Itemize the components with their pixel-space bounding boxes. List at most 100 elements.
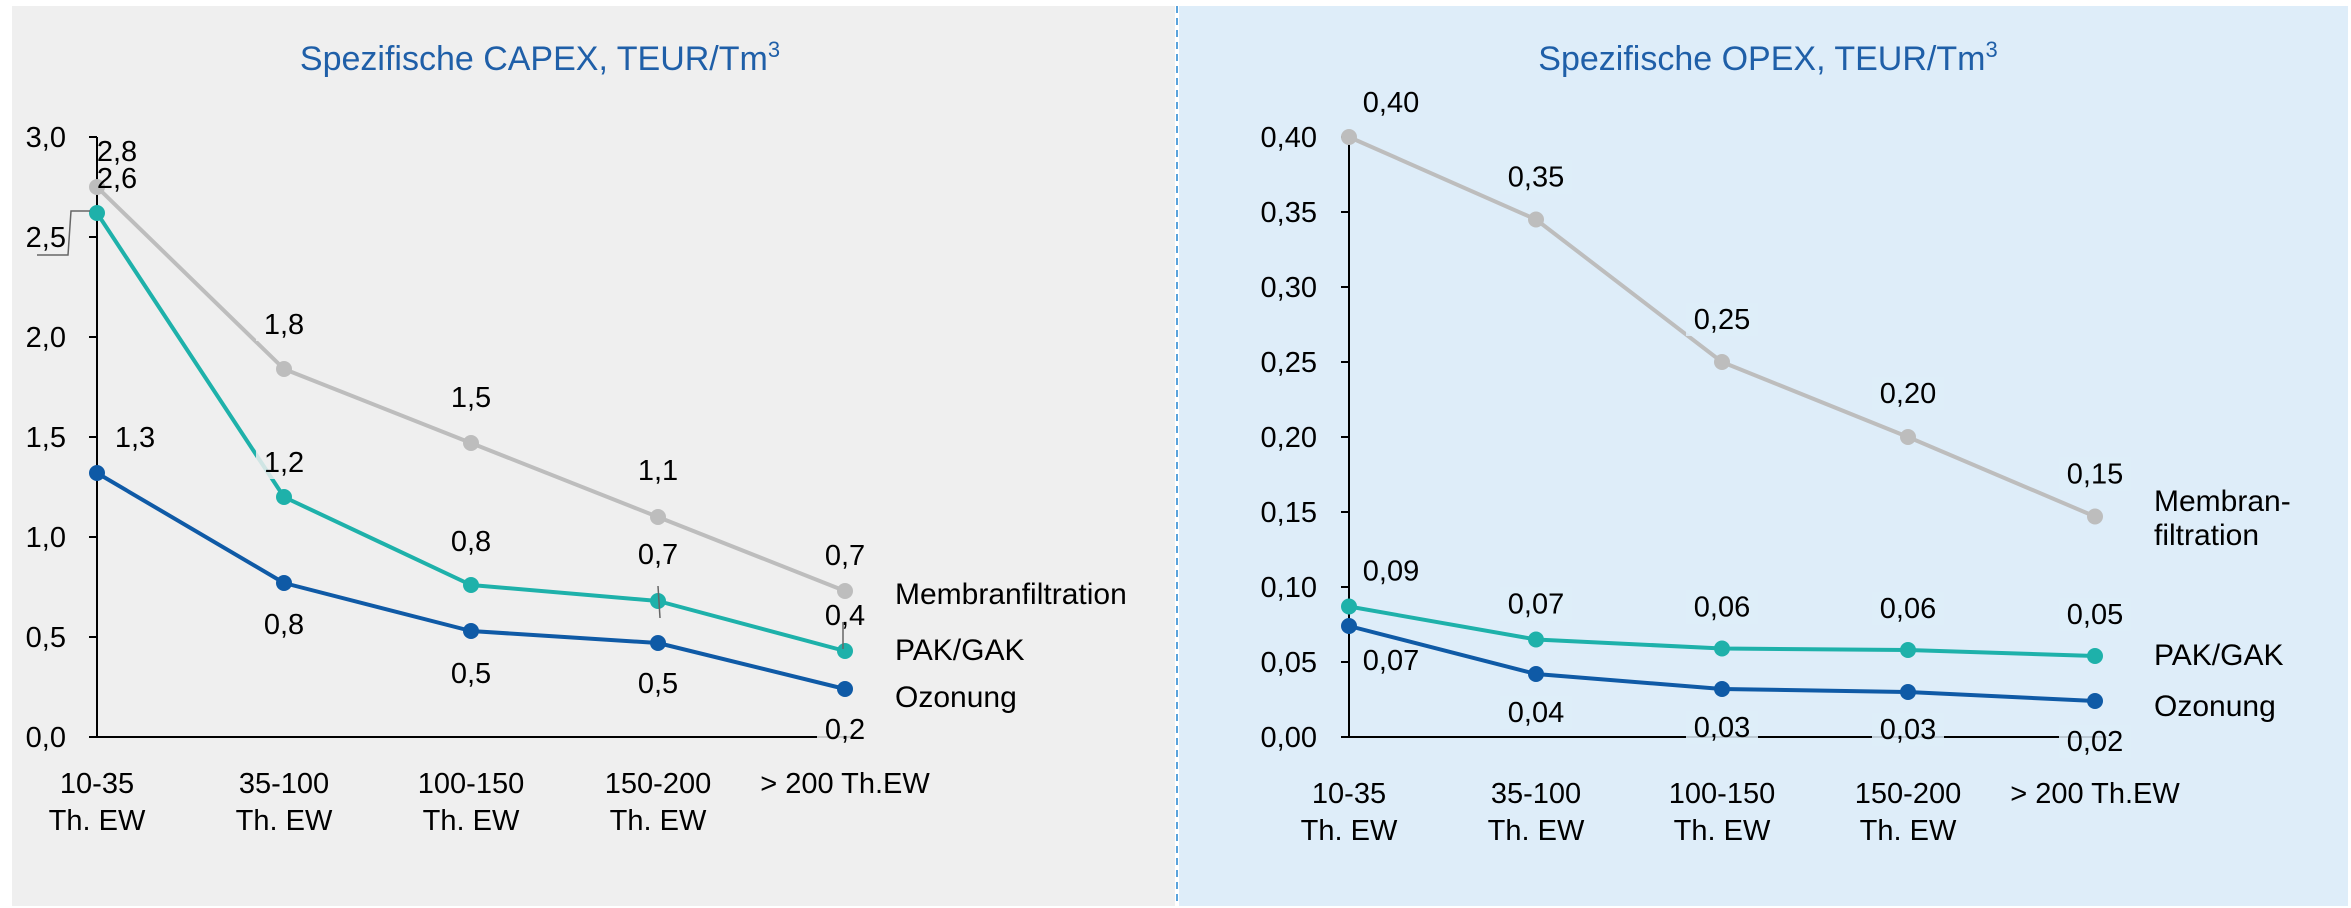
opex-x-tick-label: > 200 Th.EW — [2010, 778, 2180, 810]
capex-series-membranfiltration-point — [650, 509, 666, 525]
opex-x-tick-label-line: Th. EW — [1674, 815, 1771, 847]
capex-x-tick-label-line: Th. EW — [49, 805, 146, 837]
capex-series-ozonung-data-label: 0,8 — [264, 609, 304, 641]
capex-series-membranfiltration: 2,8 1,8 1,5 1,1 0,7 — [89, 136, 873, 599]
opex-y-tick-label: 0,10 — [1261, 572, 1317, 604]
opex-series-ozonung-name-label-line: Ozonung — [2154, 690, 2276, 723]
opex-series-ozonung-name-label: Ozonung — [2154, 690, 2276, 723]
opex-y-tick-label: 0,05 — [1261, 647, 1317, 679]
opex-series-pak-gak-data-label: 0,06 — [1694, 592, 1750, 624]
opex-series-pak-gak-data-label-bg — [1500, 587, 1572, 621]
opex-series-pak-gak-data-label: 0,06 — [1880, 593, 1936, 625]
opex-series-ozonung-data-label: 0,04 — [1508, 697, 1564, 729]
capex-y-tick-label: 0,5 — [26, 622, 66, 654]
opex-y-tick-label: 0,25 — [1261, 347, 1317, 379]
capex-series-membranfiltration-data-label-bg — [630, 454, 686, 487]
capex-series-pak-gak-data-label-bg — [256, 446, 312, 479]
capex-series-pak-gak-data-label-bg — [443, 525, 499, 558]
opex-series-membranfiltration-point — [2087, 508, 2103, 525]
opex-y-tick-label: 0,00 — [1261, 722, 1317, 754]
capex-series-pak-gak-point — [89, 205, 105, 221]
capex-chart-title-superscript: 3 — [768, 37, 780, 62]
capex-y-tick-label: 0,0 — [26, 722, 66, 754]
opex-x-tick-label: 10-35 Th. EW — [1301, 778, 1398, 847]
capex-x-tick-label-line: > 200 Th.EW — [760, 768, 930, 800]
opex-series-membranfiltration-name-label-line: filtration — [2154, 519, 2259, 552]
capex-series-ozonung-data-label: 1,3 — [115, 422, 155, 454]
capex-series-membranfiltration-data-label: 0,7 — [825, 540, 865, 572]
opex-series-ozonung-data-label: 0,07 — [1363, 645, 1419, 677]
opex-panel-background — [1179, 6, 2348, 906]
opex-series-membranfiltration-data-label-bg — [2059, 457, 2131, 491]
opex-x-tick-label-line: 150-200 — [1855, 778, 1961, 810]
capex-series-pak-gak-point — [650, 593, 666, 609]
opex-x-tick-label-line: 10-35 — [1312, 778, 1386, 810]
capex-series-membranfiltration-point — [463, 435, 479, 451]
capex-series-ozonung-data-label-bg — [256, 608, 312, 641]
capex-series-membranfiltration-point — [837, 583, 853, 599]
opex-series-ozonung-data-label-bg — [2059, 725, 2131, 758]
opex-series-membranfiltration-data-label: 0,35 — [1508, 162, 1564, 194]
opex-series-membranfiltration-data-label: 0,15 — [2067, 459, 2123, 491]
capex-series-membranfiltration-data-label: 1,1 — [638, 455, 678, 487]
capex-chart-title: Spezifische CAPEX, TEUR/Tm3 — [300, 37, 780, 78]
opex-x-tick-label-line: > 200 Th.EW — [2010, 778, 2180, 810]
capex-series-membranfiltration-name-label-line: Membranfiltration — [895, 578, 1127, 611]
capex-series-ozonung-point — [650, 635, 666, 651]
capex-x-tick-label-line: Th. EW — [423, 805, 520, 837]
opex-x-tick-label: 35-100 Th. EW — [1488, 778, 1585, 847]
opex-series-ozonung-data-label-bg — [1872, 713, 1944, 746]
capex-series-ozonung-data-label-bg — [817, 713, 873, 746]
opex-series-membranfiltration-data-label-bg — [1500, 160, 1572, 194]
capex-x-tick-label: > 200 Th.EW — [760, 768, 930, 800]
opex-series-membranfiltration-data-label: 0,25 — [1694, 304, 1750, 336]
opex-series-pak-gak-data-label: 0,09 — [1363, 556, 1419, 588]
capex-x-tick-label-line: 10-35 — [60, 768, 134, 800]
opex-series-ozonung-data-label-bg — [1686, 711, 1758, 744]
opex-series-ozonung-data-label: 0,03 — [1880, 714, 1936, 746]
capex-series-pak-gak-data-label: 2,6 — [97, 163, 137, 195]
opex-chart-title-superscript: 3 — [1985, 37, 1997, 62]
opex-series-ozonung-data-label: 0,02 — [2067, 726, 2123, 758]
opex-series-membranfiltration-data-label: 0,40 — [1363, 87, 1419, 119]
opex-series-ozonung-point — [1341, 618, 1357, 634]
opex-series-ozonung-point — [1900, 684, 1916, 700]
opex-series-pak-gak-point — [1900, 642, 1916, 658]
opex-y-tick-label: 0,20 — [1261, 422, 1317, 454]
opex-series-pak-gak-name-label: PAK/GAK — [2154, 639, 2284, 672]
opex-x-tick-label-line: Th. EW — [1301, 815, 1398, 847]
capex-series-membranfiltration-point — [89, 179, 105, 195]
opex-series-pak-gak-point — [1528, 631, 1544, 648]
capex-series-pak-gak-data-label: 1,2 — [264, 447, 304, 479]
capex-y-tick-label: 1,0 — [26, 522, 66, 554]
capex-series-ozonung-name-label-line: Ozonung — [895, 681, 1017, 714]
capex-series-membranfiltration-data-label-bg — [817, 539, 873, 572]
opex-series-ozonung: 0,07 0,04 0,03 0,03 0,02 — [1341, 618, 2131, 758]
capex-series-pak-gak-label-leader — [37, 210, 90, 256]
opex-series-pak-gak-data-label-bg — [2059, 598, 2131, 631]
capex-x-tick-label-line: Th. EW — [610, 805, 707, 837]
capex-series-pak-gak-data-label: 0,8 — [451, 526, 491, 558]
capex-series-ozonung-data-label: 0,5 — [638, 668, 678, 700]
opex-series-pak-gak-point — [1341, 598, 1357, 615]
capex-series-membranfiltration-data-label: 2,8 — [97, 136, 137, 168]
opex-chart: Spezifische OPEX, TEUR/Tm3 0,00 0,05 0,10 0,… — [1261, 37, 2291, 847]
capex-y-tick-label: 1,5 — [26, 422, 66, 454]
capex-series-ozonung-point — [837, 681, 853, 697]
opex-series-ozonung-data-label-bg — [1500, 696, 1572, 729]
opex-series-pak-gak-data-label-bg — [1686, 590, 1758, 624]
opex-series-membranfiltration-name-label: Membran-filtration — [2154, 485, 2291, 552]
capex-chart-title-text: Spezifische CAPEX, TEUR/Tm — [300, 40, 768, 78]
capex-series-ozonung-data-label: 0,2 — [825, 714, 865, 746]
capex-x-tick-label: 150-200 Th. EW — [605, 768, 711, 837]
opex-series-membranfiltration-data-label-bg — [1686, 303, 1758, 336]
capex-series-ozonung-data-label: 0,5 — [451, 658, 491, 690]
opex-x-tick-label-line: Th. EW — [1488, 815, 1585, 847]
opex-y-tick-label: 0,40 — [1261, 122, 1317, 154]
opex-series-ozonung-point — [1714, 681, 1730, 697]
capex-series-ozonung-data-label-bg — [443, 657, 499, 690]
opex-series-membranfiltration: 0,40 0,35 0,25 0,20 0,15 — [1341, 87, 2131, 525]
capex-chart: Spezifische CAPEX, TEUR/Tm3 0,0 0,5 1,0 1,5 2… — [26, 37, 1127, 837]
capex-series-membranfiltration-data-label: 1,5 — [451, 382, 491, 414]
